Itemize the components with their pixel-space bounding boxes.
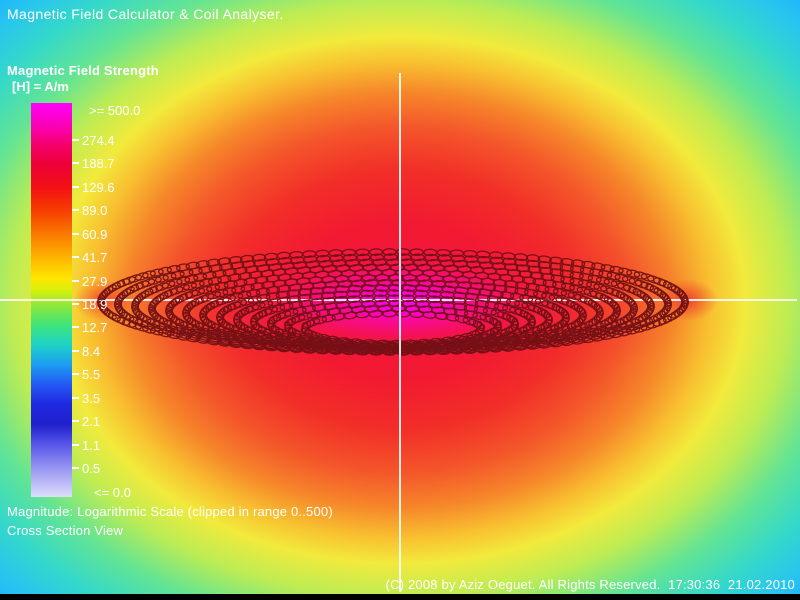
tick-mark [72, 139, 79, 141]
tick-mark [72, 162, 79, 164]
tick-mark [72, 373, 79, 375]
legend-tick-row: 1.1 [0, 438, 200, 453]
tick-label: 8.4 [82, 344, 101, 359]
legend-tick-row: 5.5 [0, 367, 200, 382]
tick-mark [72, 233, 79, 235]
clock-time: 17:30:36 [668, 577, 721, 592]
legend-tick-row: 129.6 [0, 180, 200, 195]
legend-tick-row: 274.4 [0, 133, 200, 148]
copyright-text: (C) 2008 by Aziz Oeguet. All Rights Rese… [385, 577, 661, 592]
tick-label: 89.0 [82, 203, 108, 218]
legend-tick-row: 8.4 [0, 344, 200, 359]
legend-tick-row: 18.9 [0, 297, 200, 312]
legend-max-label: >= 500.0 [89, 103, 141, 118]
tick-mark [72, 467, 79, 469]
clock-date: 21.02.2010 [727, 577, 795, 592]
tick-mark [72, 209, 79, 211]
tick-label: 129.6 [82, 180, 115, 195]
tick-label: 1.1 [82, 438, 101, 453]
tick-mark [72, 397, 79, 399]
crosshair-vertical-line [399, 73, 401, 592]
tick-label: 2.1 [82, 414, 101, 429]
legend-tick-row: 60.9 [0, 227, 200, 242]
legend-tick-row: 2.1 [0, 414, 200, 429]
tick-mark [72, 303, 79, 305]
tick-mark [72, 326, 79, 328]
tick-label: 274.4 [82, 133, 115, 148]
tick-mark [72, 256, 79, 258]
tick-label: 5.5 [82, 367, 101, 382]
tick-label: 188.7 [82, 156, 115, 171]
legend-tick-row: 89.0 [0, 203, 200, 218]
tick-label: 60.9 [82, 227, 108, 242]
tick-mark [72, 280, 79, 282]
bottom-edge-bar [0, 594, 800, 600]
tick-mark [72, 444, 79, 446]
tick-mark [72, 186, 79, 188]
legend-tick-row: 41.7 [0, 250, 200, 265]
tick-label: 27.9 [82, 274, 108, 289]
legend-tick-row: 12.7 [0, 320, 200, 335]
tick-mark [72, 420, 79, 422]
tick-label: 18.9 [82, 297, 108, 312]
tick-label: 41.7 [82, 250, 108, 265]
tick-mark [72, 350, 79, 352]
legend-tick-rows: 274.4 188.7 129.6 89.0 60.9 41.7 27.9 18.9 12.7 8… [0, 0, 200, 600]
tick-label: 12.7 [82, 320, 108, 335]
view-mode-label: Cross Section View [7, 523, 124, 538]
legend-tick-row: 3.5 [0, 391, 200, 406]
legend-min-label: <= 0.0 [94, 485, 131, 500]
legend-tick-row: 27.9 [0, 274, 200, 289]
tick-label: 0.5 [82, 461, 101, 476]
legend-tick-row: 188.7 [0, 156, 200, 171]
status-bar: (C) 2008 by Aziz Oeguet. All Rights Rese… [386, 577, 795, 592]
legend-tick-row: 0.5 [0, 461, 200, 476]
tick-label: 3.5 [82, 391, 101, 406]
scale-note: Magnitude: Logarithmic Scale (clipped in… [7, 504, 333, 519]
